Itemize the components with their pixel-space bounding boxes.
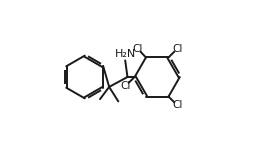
Text: Cl: Cl xyxy=(172,100,183,110)
Text: Cl: Cl xyxy=(132,44,143,54)
Text: Cl: Cl xyxy=(120,81,131,91)
Text: Cl: Cl xyxy=(172,44,183,54)
Text: H₂N: H₂N xyxy=(115,49,136,59)
